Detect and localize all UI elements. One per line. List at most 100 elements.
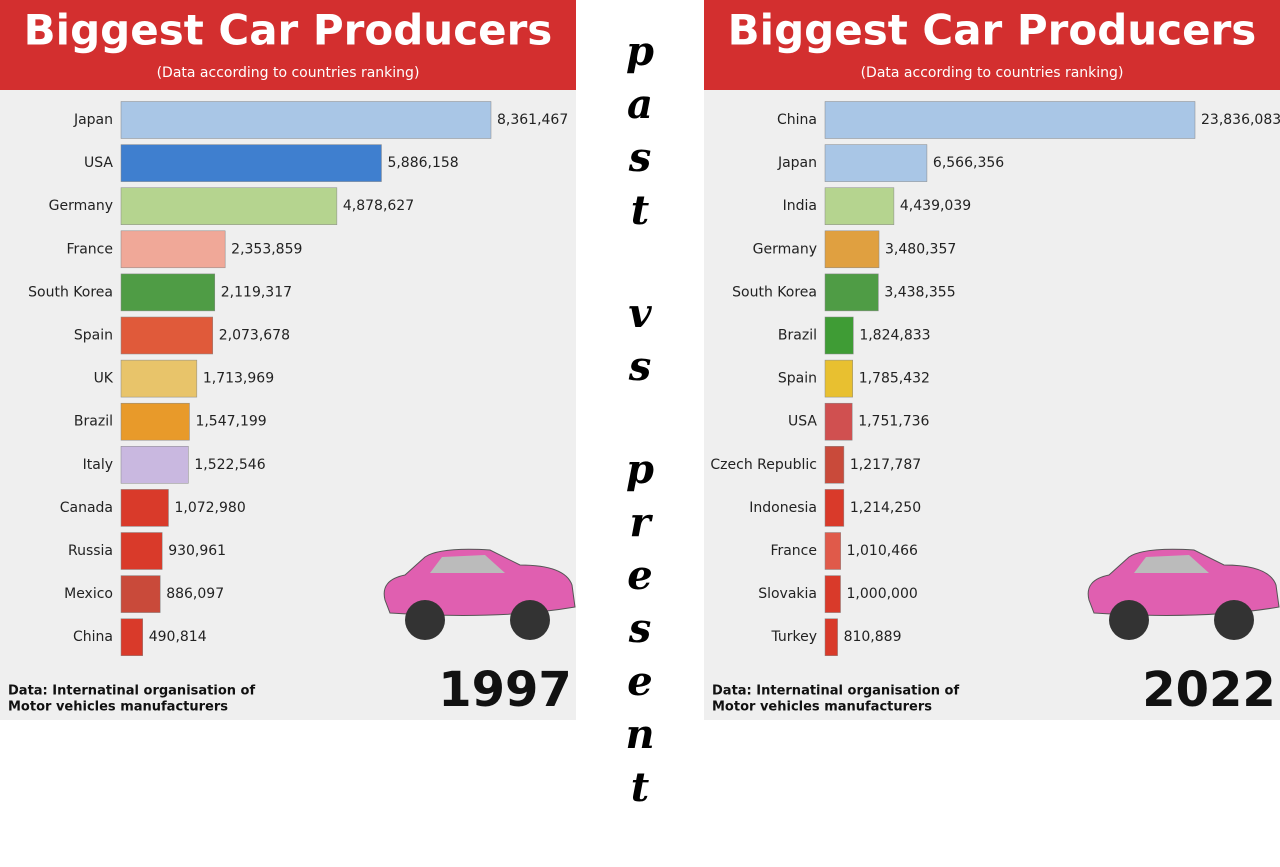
center-word: vs [616, 290, 664, 396]
bar [824, 187, 895, 225]
category-label: Brazil [74, 414, 113, 430]
chart-title: Biggest Car Producers [24, 6, 553, 55]
bar [824, 489, 845, 527]
header [0, 0, 576, 90]
source-note: Data: Internatinal organisation of [8, 684, 255, 699]
category-label: Turkey [770, 629, 817, 645]
category-label: South Korea [28, 284, 113, 300]
value-label: 1,214,250 [850, 500, 921, 516]
source-note: Motor vehicles manufacturers [712, 700, 932, 715]
value-label: 4,439,039 [900, 198, 971, 214]
value-label: 23,836,083 [1201, 112, 1280, 128]
car-window [430, 555, 505, 573]
category-label: Canada [60, 500, 113, 516]
category-label: Indonesia [749, 500, 817, 516]
category-label: Japan [777, 155, 817, 171]
value-label: 6,566,356 [933, 155, 1004, 171]
bar [824, 618, 838, 656]
center-word: present [616, 446, 664, 817]
value-label: 810,889 [844, 629, 902, 645]
category-label: South Korea [732, 284, 817, 300]
year-label: 1997 [438, 662, 572, 718]
bar [824, 273, 879, 312]
category-label: UK [94, 371, 114, 387]
bar [120, 101, 492, 139]
chart-subtitle: (Data according to countries ranking) [861, 65, 1124, 81]
value-label: 1,010,466 [847, 543, 918, 559]
value-label: 4,878,627 [343, 198, 414, 214]
category-label: Russia [68, 543, 113, 559]
category-label: USA [84, 155, 113, 171]
value-label: 1,713,969 [203, 371, 274, 387]
bar [120, 230, 226, 269]
category-label: France [66, 241, 113, 257]
category-label: India [783, 198, 817, 214]
value-label: 2,073,678 [219, 328, 290, 344]
bar [120, 446, 189, 484]
bar [120, 316, 214, 355]
category-label: France [770, 543, 817, 559]
bar [120, 273, 216, 312]
category-label: USA [788, 414, 817, 430]
category-label: Germany [753, 241, 817, 257]
car-illustration [1087, 548, 1280, 640]
header [704, 0, 1280, 90]
bar [120, 532, 163, 570]
source-note: Motor vehicles manufacturers [8, 700, 228, 715]
chart: Biggest Car Producers (Data according to … [0, 0, 1280, 720]
value-label: 5,886,158 [387, 155, 458, 171]
value-label: 1,824,833 [859, 328, 930, 344]
value-label: 2,119,317 [221, 284, 292, 300]
chart-title: Biggest Car Producers [728, 6, 1257, 55]
bar [120, 144, 382, 182]
chart-subtitle: (Data according to countries ranking) [157, 65, 420, 81]
car-body [383, 548, 576, 616]
category-label: China [73, 629, 113, 645]
car-wheel [405, 600, 445, 640]
category-label: Spain [74, 328, 113, 344]
car-wheel [1109, 600, 1149, 640]
value-label: 1,785,432 [859, 371, 930, 387]
center-word: past [616, 28, 664, 240]
value-label: 1,072,980 [174, 500, 245, 516]
category-label: Italy [83, 457, 113, 473]
value-label: 3,480,357 [885, 241, 956, 257]
value-label: 1,000,000 [847, 586, 918, 602]
category-label: Czech Republic [710, 457, 817, 473]
bar [824, 359, 853, 398]
bar [824, 575, 841, 613]
value-label: 3,438,355 [884, 284, 955, 300]
value-label: 1,751,736 [858, 414, 929, 430]
bar [120, 575, 161, 613]
car-wheel [1214, 600, 1254, 640]
value-label: 930,961 [168, 543, 226, 559]
value-label: 1,547,199 [195, 414, 266, 430]
center-text: past vs present [576, 28, 704, 867]
bar [824, 230, 880, 269]
bar [824, 316, 854, 355]
car-body [1087, 548, 1280, 616]
car-window [1134, 555, 1209, 573]
value-label: 886,097 [166, 586, 224, 602]
bar [120, 359, 198, 398]
bar [824, 402, 853, 441]
category-label: Japan [73, 112, 113, 128]
value-label: 2,353,859 [231, 241, 302, 257]
category-label: Spain [778, 371, 817, 387]
car-wheel [510, 600, 550, 640]
bar [824, 532, 841, 570]
value-label: 1,522,546 [194, 457, 265, 473]
category-label: Brazil [778, 328, 817, 344]
value-label: 1,217,787 [850, 457, 921, 473]
value-label: 8,361,467 [497, 112, 568, 128]
bar [120, 489, 169, 527]
bar [824, 446, 845, 484]
car-illustration [383, 548, 576, 640]
bar [120, 618, 143, 656]
bar [120, 402, 190, 441]
value-label: 490,814 [149, 629, 207, 645]
category-label: Slovakia [758, 586, 817, 602]
category-label: China [777, 112, 817, 128]
category-label: Mexico [64, 586, 113, 602]
category-label: Germany [49, 198, 113, 214]
